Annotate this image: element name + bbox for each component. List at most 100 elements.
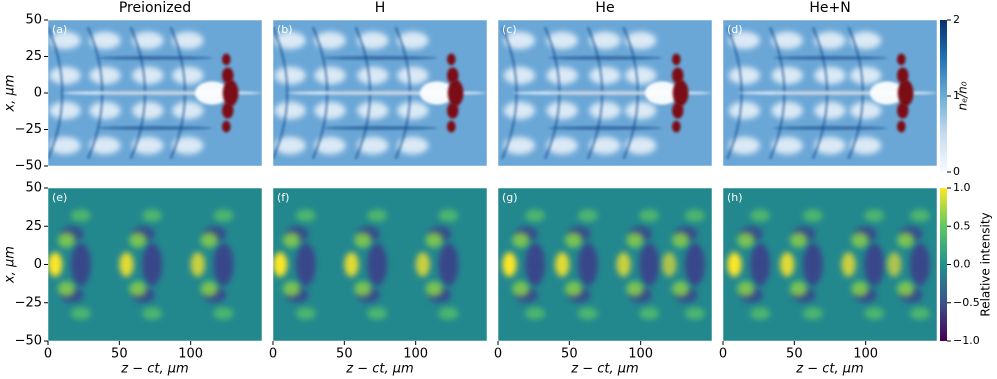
heatmap-feature [295,243,316,286]
heatmap-feature [49,136,81,155]
x-tick-label: 50 [561,347,578,362]
heatmap-feature [684,243,705,286]
heatmap-feature [502,252,517,277]
heatmap-feature [314,66,346,85]
heatmap-feature [672,79,689,107]
heatmap-feature [577,243,598,286]
y-tick-label: 0 [34,86,42,101]
heatmap-feature [624,136,657,155]
heatmap-feature [425,281,443,297]
heatmap-feature [274,101,306,120]
heatmap-feature [129,281,147,297]
x-tick-label: 0 [44,347,52,362]
colorbar-tick-label: 1 [953,89,960,102]
heatmap-feature [57,232,76,248]
heatmap-feature [344,252,359,277]
heatmap-feature [222,53,231,66]
heatmap-feature [546,136,578,155]
x-axis-label: z − ct, µm [795,362,863,377]
colorbar [940,20,947,172]
heatmap-feature [851,232,869,248]
heatmap-feature [274,66,306,85]
y-tick-label: 25 [25,49,42,64]
heatmap-feature [802,307,823,320]
heatmap-feature [274,31,306,50]
colorbar-tick-label: −0.5 [953,296,980,309]
heatmap-feature [274,136,306,155]
x-axis-label: z − ct, µm [570,362,638,377]
heatmap-feature [841,252,856,277]
heatmap-feature [397,101,429,120]
heatmap-feature [849,31,882,50]
heatmap-feature [512,281,530,297]
heatmap-feature [547,126,663,130]
heatmap-feature [814,136,846,155]
heatmap-feature [89,31,121,50]
x-tick-label: 0 [494,347,502,362]
colorbar-tick-label: 0.0 [953,258,971,271]
colorbar-label: Relative intensity [979,212,993,316]
y-axis-label: x, µm [3,75,18,113]
heatmap-feature [546,101,578,120]
heatmap-feature [89,101,121,120]
heatmap-feature [213,243,234,286]
heatmap-feature [897,232,915,248]
heatmap-feature [737,281,755,297]
heatmap-feature [314,31,346,50]
heatmap-feature [737,232,755,248]
heatmap-feature [909,307,930,320]
heatmap-feature [190,252,205,277]
panel-label: (a) [52,23,67,36]
heatmap-feature [357,101,389,120]
heatmap-feature [172,136,204,155]
heatmap-feature [512,232,530,248]
heatmap-feature [626,281,644,297]
heatmap-feature [849,101,882,120]
heatmap-feature [97,56,213,60]
heatmap-feature [771,101,803,120]
heatmap-feature [415,252,430,277]
heatmap-feature [503,66,536,85]
y-tick-label: −50 [15,334,42,349]
heatmap-feature [172,101,204,120]
heatmap-feature [672,67,684,84]
heatmap-feature [639,243,660,286]
heatmap-feature [354,281,372,297]
panel-title: He [595,0,614,16]
heatmap-feature [555,252,570,277]
heatmap-feature [314,136,346,155]
heatmap [498,20,712,166]
heatmap-feature [397,136,429,155]
heatmap-feature [57,281,76,297]
heatmap-feature [503,101,536,120]
heatmap-feature [525,307,546,320]
heatmap-feature [48,252,63,277]
heatmap-feature [132,31,164,50]
heatmap-feature [589,31,621,50]
panel-frame [497,187,713,342]
heatmap-feature [200,281,218,297]
heatmap-feature [357,66,389,85]
x-tick-label: 0 [269,347,277,362]
heatmap-feature [771,136,803,155]
heatmap-feature [89,66,121,85]
x-tick-label: 50 [111,347,128,362]
heatmap-feature [322,126,438,130]
heatmap-feature [89,136,121,155]
y-tick-label: 25 [25,219,42,234]
heatmap-feature [273,26,289,160]
heatmap-feature [367,307,388,320]
heatmap-feature [142,307,163,320]
heatmap-feature [142,243,163,286]
heatmap-feature [503,31,536,50]
heatmap-feature [849,66,882,85]
heatmap-feature [295,307,316,320]
heatmap-feature [213,307,234,320]
colorbar-tick-label: 0 [953,165,960,178]
heatmap-feature [577,307,598,320]
heatmap-feature [897,53,906,66]
heatmap-feature [565,232,583,248]
heatmap [723,20,937,166]
heatmap-feature [728,31,761,50]
